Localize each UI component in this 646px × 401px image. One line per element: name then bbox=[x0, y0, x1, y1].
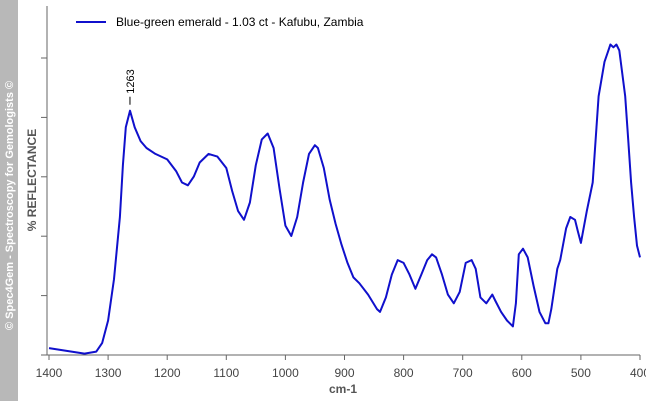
x-tick-label: 600 bbox=[512, 366, 532, 380]
y-axis-title: % REFLECTANCE bbox=[25, 129, 39, 231]
legend: Blue-green emerald - 1.03 ct - Kafubu, Z… bbox=[76, 15, 364, 29]
x-tick-label: 1000 bbox=[272, 366, 299, 380]
plot-axes bbox=[46, 6, 640, 356]
y-axis-ticks bbox=[41, 57, 47, 356]
x-axis-ticks: 1400 1300 1200 1100 1000 900 800 700 600 500 400 bbox=[36, 355, 646, 380]
x-tick-label: 500 bbox=[571, 366, 591, 380]
x-tick-label: 1200 bbox=[154, 366, 181, 380]
x-axis-title: cm-1 bbox=[329, 382, 357, 396]
legend-label: Blue-green emerald - 1.03 ct - Kafubu, Z… bbox=[116, 15, 364, 29]
copyright-sidebar bbox=[0, 0, 18, 401]
x-tick-label: 400 bbox=[630, 366, 646, 380]
x-tick-label: 800 bbox=[394, 366, 414, 380]
peak-label: 1263 bbox=[125, 69, 137, 93]
x-tick-label: 900 bbox=[334, 366, 354, 380]
x-tick-label: 1100 bbox=[213, 366, 239, 380]
copyright-text: © Spec4Gem - Spectroscopy for Gemologist… bbox=[4, 81, 16, 330]
x-tick-label: 700 bbox=[453, 366, 473, 380]
x-tick-label: 1400 bbox=[36, 366, 63, 380]
peak-annotations: 1263 bbox=[125, 69, 137, 105]
series-line bbox=[48, 43, 641, 355]
x-tick-label: 1300 bbox=[95, 366, 122, 380]
